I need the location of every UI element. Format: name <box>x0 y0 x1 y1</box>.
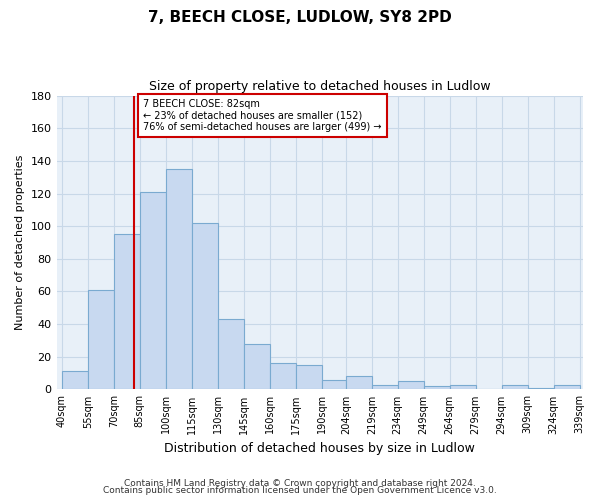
Text: 7 BEECH CLOSE: 82sqm
← 23% of detached houses are smaller (152)
76% of semi-deta: 7 BEECH CLOSE: 82sqm ← 23% of detached h… <box>143 99 382 132</box>
Bar <box>88 290 113 390</box>
Bar <box>218 319 244 390</box>
Bar <box>527 388 554 390</box>
Bar <box>322 380 346 390</box>
Bar <box>398 382 424 390</box>
Y-axis label: Number of detached properties: Number of detached properties <box>15 155 25 330</box>
Bar <box>554 384 580 390</box>
Bar <box>140 192 166 390</box>
X-axis label: Distribution of detached houses by size in Ludlow: Distribution of detached houses by size … <box>164 442 475 455</box>
Bar <box>113 234 140 390</box>
Bar <box>424 386 449 390</box>
Bar <box>166 169 191 390</box>
Bar <box>191 223 218 390</box>
Bar <box>449 384 476 390</box>
Bar <box>269 364 296 390</box>
Bar <box>372 384 398 390</box>
Text: 7, BEECH CLOSE, LUDLOW, SY8 2PD: 7, BEECH CLOSE, LUDLOW, SY8 2PD <box>148 10 452 25</box>
Bar <box>502 384 527 390</box>
Bar <box>244 344 269 390</box>
Text: Contains HM Land Registry data © Crown copyright and database right 2024.: Contains HM Land Registry data © Crown c… <box>124 478 476 488</box>
Bar <box>62 372 88 390</box>
Bar <box>346 376 372 390</box>
Bar <box>296 365 322 390</box>
Text: Contains public sector information licensed under the Open Government Licence v3: Contains public sector information licen… <box>103 486 497 495</box>
Title: Size of property relative to detached houses in Ludlow: Size of property relative to detached ho… <box>149 80 491 93</box>
